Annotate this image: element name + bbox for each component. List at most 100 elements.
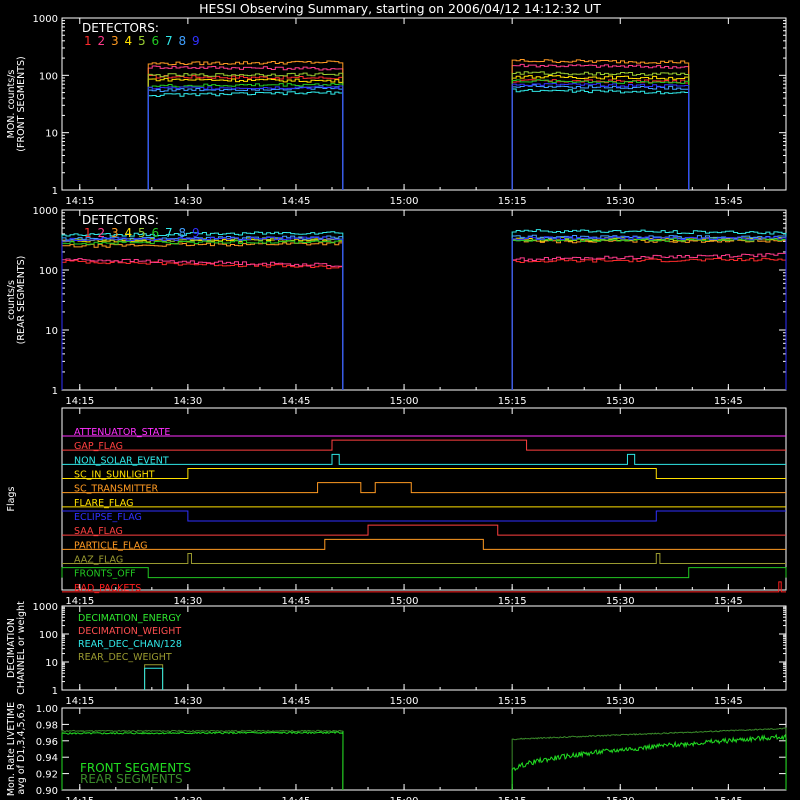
- front-legend-5: 5: [138, 34, 146, 48]
- rear-ylabel: counts/s: [6, 280, 17, 320]
- front-series-9: [147, 82, 690, 190]
- front-xtick-label: 14:30: [173, 196, 202, 207]
- rear-legend-title: DETECTORS:: [82, 213, 159, 227]
- livetime-xtick-label: 15:45: [714, 796, 743, 800]
- decimation-xtick-label: 15:00: [390, 696, 419, 707]
- front-xtick-label: 14:15: [65, 196, 94, 207]
- rear-series-7: [61, 229, 787, 390]
- flags-xtick-label: 15:00: [390, 596, 419, 607]
- front-series-3: [147, 59, 690, 190]
- flag-label-aaz_flag: AAZ_FLAG: [74, 555, 123, 566]
- front-ytick-label: 10: [45, 129, 58, 140]
- flags-xtick-label: 14:30: [173, 596, 202, 607]
- decimation-xtick-label: 14:45: [282, 696, 311, 707]
- rear-legend-5: 5: [138, 226, 146, 240]
- decimation-legend-3: REAR_DEC_WEIGHT: [78, 652, 172, 663]
- front-series-8: [147, 84, 690, 190]
- flag-label-attenuator_state: ATTENUATOR_STATE: [74, 427, 170, 438]
- rear-series-8: [61, 234, 787, 390]
- rear-ytick-label: 10: [45, 326, 58, 337]
- livetime-ylabel: avg of D1,3,4,5,6,9: [16, 703, 27, 794]
- decimation-legend-0: DECIMATION_ENERGY: [78, 613, 181, 624]
- flag-label-gap_flag: GAP_FLAG: [74, 441, 123, 452]
- rear-legend-2: 2: [98, 226, 106, 240]
- front-legend-7: 7: [165, 34, 173, 48]
- decimation-xtick-label: 15:45: [714, 696, 743, 707]
- front-ytick-label: 1: [52, 186, 58, 197]
- flag-label-non_solar_event: NON_SOLAR_EVENT: [74, 455, 169, 466]
- rear-xtick-label: 15:15: [498, 396, 527, 407]
- decimation-xtick-label: 14:15: [65, 696, 94, 707]
- front-legend-3: 3: [111, 34, 119, 48]
- front-legend-2: 2: [98, 34, 106, 48]
- rear-ytick-label: 1: [52, 386, 58, 397]
- flag-label-flare_flag: FLARE_FLAG: [74, 498, 134, 509]
- rear-ytick-label: 100: [39, 266, 58, 277]
- rear-series-1: [61, 257, 787, 390]
- decimation-event: [144, 667, 164, 690]
- front-xtick-label: 15:30: [606, 196, 635, 207]
- chart-title: HESSI Observing Summary, starting on 200…: [199, 1, 601, 16]
- rear-ytick-label: 1000: [33, 206, 58, 217]
- livetime-ytick-label: 0.90: [36, 786, 58, 797]
- rear-xtick-label: 14:30: [173, 396, 202, 407]
- rear-xtick-label: 14:15: [65, 396, 94, 407]
- flag-label-saa_flag: SAA_FLAG: [74, 526, 123, 537]
- front-ylabel: (FRONT SEGMENTS): [16, 56, 27, 151]
- livetime-series-front: [61, 730, 787, 791]
- front-xtick-label: 15:45: [714, 196, 743, 207]
- rear-series-2: [61, 252, 787, 390]
- flag-line-saa_flag: [62, 524, 786, 536]
- rear-legend-4: 4: [125, 226, 133, 240]
- flag-line-eclipse_flag: [62, 510, 786, 522]
- front-legend-1: 1: [84, 34, 92, 48]
- flags-xtick-label: 15:30: [606, 596, 635, 607]
- decimation-ytick-label: 10: [45, 658, 58, 669]
- front-legend-9: 9: [192, 34, 200, 48]
- rear-xtick-label: 15:00: [390, 396, 419, 407]
- livetime-xtick-label: 14:45: [282, 796, 311, 800]
- front-legend-6: 6: [152, 34, 160, 48]
- livetime-ytick-label: 1.00: [36, 704, 58, 715]
- rear-legend-9: 9: [192, 226, 200, 240]
- livetime-xtick-label: 15:15: [498, 796, 527, 800]
- rear-legend-8: 8: [179, 226, 187, 240]
- livetime-series-rear: [61, 727, 787, 791]
- livetime-ytick-label: 0.96: [36, 737, 58, 748]
- livetime-ylabel: Mon. Rate LIVETIME: [6, 702, 17, 796]
- front-xtick-label: 15:15: [498, 196, 527, 207]
- rear-xtick-label: 15:45: [714, 396, 743, 407]
- decimation-legend-2: REAR_DEC_CHAN/128: [78, 639, 182, 650]
- front-ytick-label: 1000: [33, 14, 58, 25]
- flags-xtick-label: 14:45: [282, 596, 311, 607]
- front-series-7: [147, 88, 690, 190]
- flag-line-non_solar_event: [62, 453, 786, 465]
- livetime-xtick-label: 14:15: [65, 796, 94, 800]
- flag-label-fronts_off: FRONTS_OFF: [74, 569, 136, 580]
- decimation-ytick-label: 1000: [33, 602, 58, 613]
- decimation-xtick-label: 15:30: [606, 696, 635, 707]
- flag-label-particle_flag: PARTICLE_FLAG: [74, 540, 147, 551]
- flags-xtick-label: 15:45: [714, 596, 743, 607]
- rear-legend-6: 6: [152, 226, 160, 240]
- front-series-5: [147, 71, 690, 190]
- decimation-frame: [61, 605, 787, 691]
- flag-label-sc_transmitter: SC_TRANSMITTER: [74, 484, 159, 495]
- flags-xtick-label: 15:15: [498, 596, 527, 607]
- rear-legend-1: 1: [84, 226, 92, 240]
- decimation-ytick-label: 100: [39, 630, 58, 641]
- flags-ylabel: Flags: [6, 486, 17, 511]
- front-series-2: [147, 63, 690, 190]
- livetime-legend-1: REAR SEGMENTS: [80, 772, 183, 786]
- flags-frame: [61, 407, 787, 591]
- decimation-ytick-label: 1: [52, 686, 58, 697]
- front-xtick-label: 15:00: [390, 196, 419, 207]
- decimation-ylabel: CHANNEL or weight: [16, 601, 27, 695]
- rear-legend-3: 3: [111, 226, 119, 240]
- livetime-ytick-label: 0.94: [36, 753, 58, 764]
- front-ylabel: MON. counts/s: [6, 70, 17, 139]
- flag-label-eclipse_flag: ECLIPSE_FLAG: [74, 512, 142, 523]
- rear-ylabel: (REAR SEGMENTS): [16, 256, 27, 345]
- flag-label-sc_in_sunlight: SC_IN_SUNLIGHT: [74, 470, 155, 481]
